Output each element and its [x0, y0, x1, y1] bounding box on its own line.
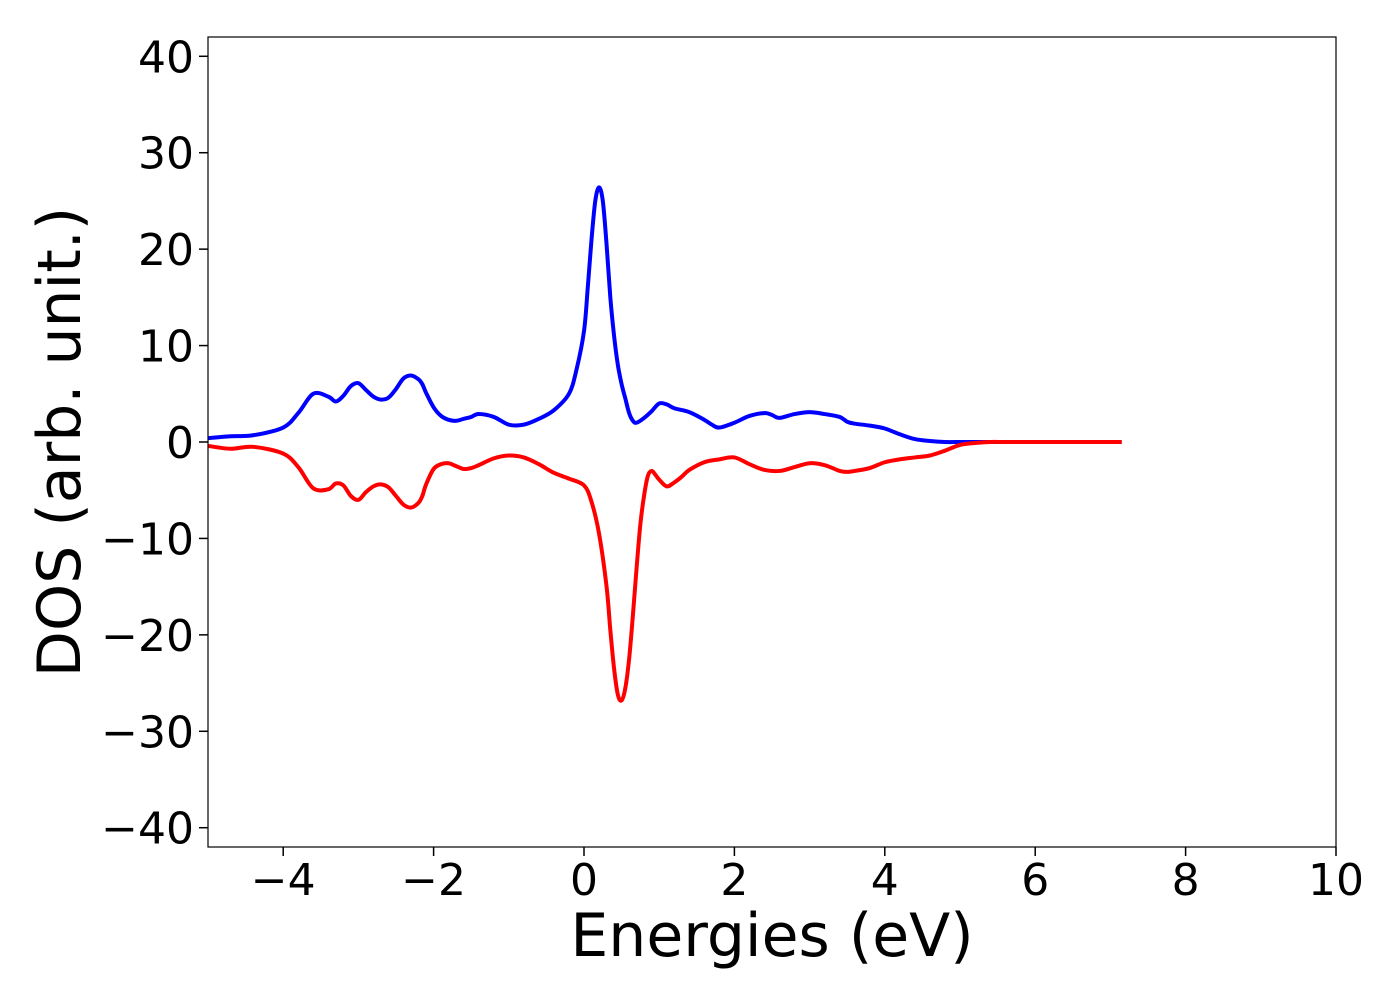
y-axis: 40 30 20 10 0 −10 −20 −30 −40 — [101, 32, 208, 855]
plot-frame — [207, 36, 1337, 848]
series-line-spin-down — [208, 439, 1122, 703]
y-tick-label: 10 — [138, 322, 194, 373]
x-tick-label: 10 — [1308, 855, 1364, 906]
x-tick-label: −2 — [401, 855, 466, 906]
y-tick-label: 30 — [138, 129, 194, 180]
x-tick-label: 4 — [871, 855, 899, 906]
y-axis-title: DOS (arb. unit.) — [25, 207, 95, 677]
x-tick-label: 0 — [570, 855, 598, 906]
x-axis-title: Energies (eV) — [570, 901, 973, 971]
y-tick-label: 20 — [138, 225, 194, 276]
y-tick-label: 40 — [138, 32, 194, 83]
series-line-spin-up — [208, 185, 1122, 445]
y-tick-label: −40 — [101, 804, 194, 855]
x-axis: −4 −2 0 2 4 6 8 10 — [251, 847, 1364, 906]
x-tick-label: 8 — [1172, 855, 1200, 906]
series-layer — [208, 185, 1122, 703]
x-tick-label: −4 — [251, 855, 316, 906]
y-tick-label: 0 — [166, 418, 194, 469]
x-tick-label: 2 — [720, 855, 748, 906]
y-tick-label: −30 — [101, 707, 194, 758]
x-tick-label: 6 — [1021, 855, 1049, 906]
y-tick-label: −20 — [101, 611, 194, 662]
y-tick-label: −10 — [101, 514, 194, 565]
